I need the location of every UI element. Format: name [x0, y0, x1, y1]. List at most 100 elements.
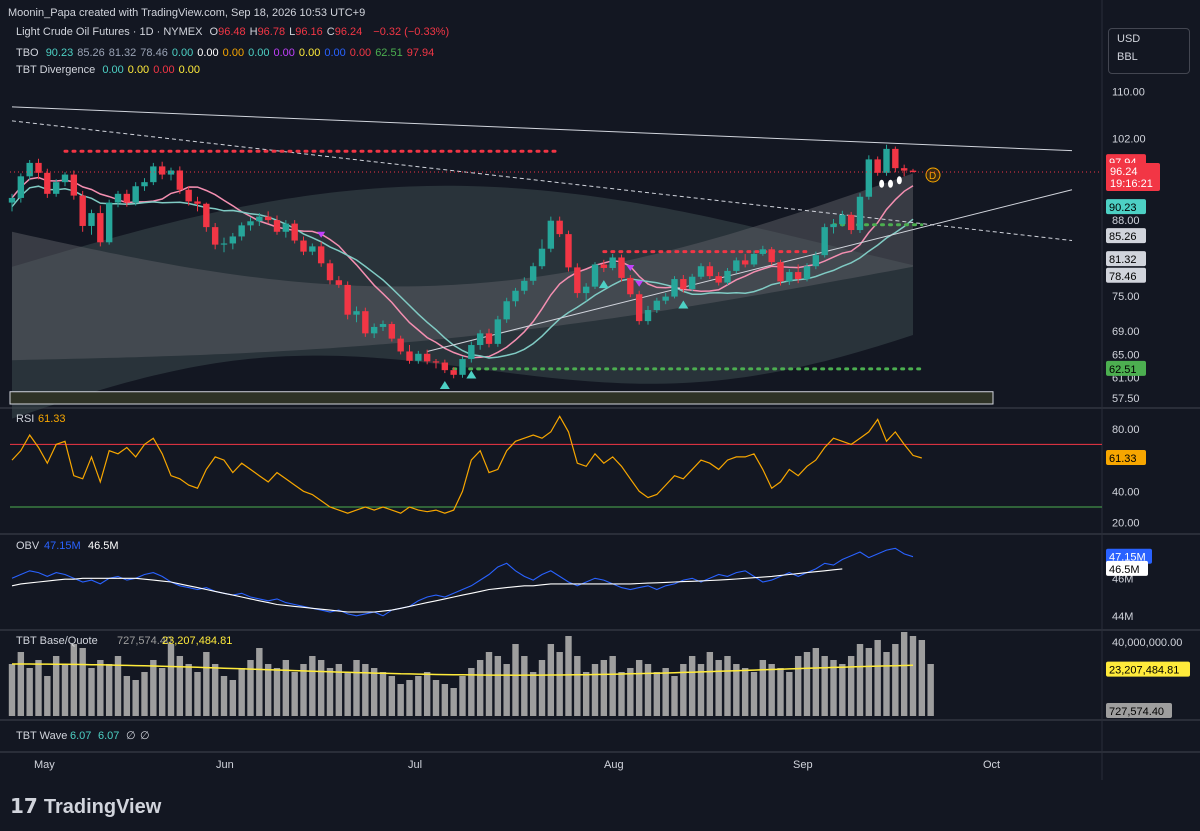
tbo-value-1: 85.26 — [77, 47, 105, 59]
volume-bar — [238, 668, 245, 716]
volume-bar — [556, 652, 563, 716]
candle-body — [794, 272, 802, 280]
volume-bar — [468, 668, 475, 716]
candle-body — [688, 276, 696, 289]
candle-body — [476, 333, 484, 346]
volume-bar — [609, 656, 616, 716]
volume-bar — [141, 672, 148, 716]
ohlc-H: H96.78 — [249, 26, 286, 38]
volume-bar — [167, 644, 175, 716]
candle-body — [132, 186, 139, 203]
volume-bar — [44, 676, 51, 716]
volume-bar — [909, 636, 917, 716]
candle-body — [697, 266, 705, 277]
rsi-tick: 80.00 — [1112, 424, 1140, 436]
tbo-value-6: 0.00 — [222, 47, 245, 59]
volume-bar — [741, 668, 749, 716]
price-tick: 102.00 — [1112, 133, 1146, 145]
candle-body — [706, 266, 714, 277]
signal-down-triangle — [626, 264, 635, 271]
volume-bar — [158, 668, 166, 716]
volume-bar — [26, 668, 33, 716]
volume-tick: 40,000,000.00 — [1112, 637, 1182, 649]
tbo-value-9: 0.00 — [298, 47, 321, 59]
candle-body — [123, 193, 131, 203]
candle-body — [238, 225, 245, 237]
volume-bar — [220, 676, 228, 716]
candle-body — [909, 170, 917, 173]
candle-body — [167, 170, 175, 175]
candle-body — [203, 203, 210, 228]
trendline-2 — [427, 189, 1073, 352]
candle-body — [35, 162, 42, 173]
volume-bar — [494, 656, 502, 716]
candle-body — [741, 260, 749, 265]
candle-body — [662, 296, 669, 301]
volume-bar — [379, 672, 387, 716]
candle-body — [344, 284, 351, 315]
wave-value-3: ∅ — [140, 730, 150, 742]
volume-bar — [591, 664, 599, 716]
candle-body — [388, 324, 396, 339]
volume-label-text: 727,574.40 — [1109, 706, 1164, 718]
volume-bar — [247, 660, 254, 716]
volume-bar — [229, 680, 237, 716]
pink-ma-line — [11, 176, 914, 359]
candle-body — [105, 202, 113, 243]
price-label-text: 62.51 — [1109, 364, 1137, 376]
symbol-legend: Light Crude Oil Futures · 1D · NYMEX O96… — [16, 26, 453, 38]
volume-bar — [441, 684, 449, 716]
candle-body — [256, 216, 263, 222]
exhaustion-dot — [896, 176, 902, 185]
rsi-line — [11, 415, 922, 514]
volume-bar — [79, 648, 86, 716]
candle-body — [211, 227, 219, 245]
volume-bar — [847, 656, 855, 716]
tbo-value-0: 90.23 — [45, 47, 74, 59]
volume-bar — [503, 664, 510, 716]
volume-ma-line — [12, 663, 914, 676]
tradingview-mark-icon: 𝟭𝟳 — [10, 796, 38, 818]
volume-bar — [768, 664, 775, 716]
price-tick: 88.00 — [1112, 215, 1140, 227]
candle-body — [220, 243, 228, 245]
logo-text: TradingView — [43, 796, 162, 818]
divergence-name: TBT Divergence — [16, 64, 96, 76]
price-label-text: 78.46 — [1109, 271, 1137, 283]
volume-bar — [309, 656, 316, 716]
unit-box[interactable]: USD BBL — [1108, 28, 1190, 74]
candle-body — [856, 196, 864, 231]
candle-body — [759, 249, 767, 254]
time-tick: Jun — [216, 759, 234, 771]
obv-ma-label-text: 46.5M — [1109, 564, 1140, 576]
volume-bar — [635, 660, 643, 716]
volume-bar — [733, 664, 740, 716]
candle-body — [715, 276, 722, 283]
candle-body — [79, 195, 86, 226]
candle-body — [459, 359, 466, 375]
candle-body — [538, 248, 546, 267]
candle-body — [353, 311, 360, 315]
tradingview-logo: 𝟭𝟳 TradingView — [10, 794, 161, 819]
time-tick: Aug — [604, 759, 624, 771]
candle-body — [70, 174, 78, 196]
candle-body — [644, 310, 652, 322]
candle-body — [556, 220, 563, 235]
tbo-value-10: 0.00 — [324, 47, 346, 59]
volume-bar — [423, 672, 431, 716]
ohlc-C: C96.24 — [326, 26, 363, 38]
divergence-legend: TBT Divergence 0.00 0.00 0.00 0.00 — [16, 64, 208, 76]
candle-body — [582, 286, 590, 294]
rsi-label-text: 61.33 — [1109, 453, 1137, 465]
candle-body — [485, 333, 493, 344]
volume-bar — [821, 656, 828, 716]
obv-tick: 46M — [1112, 573, 1133, 585]
tbo-value-4: 0.00 — [171, 47, 194, 59]
signal-up-triangle — [598, 280, 609, 289]
volume-bar — [388, 676, 396, 716]
volume-bar — [706, 652, 714, 716]
candle-body — [547, 220, 555, 249]
candle-body — [733, 260, 740, 271]
volume-bar — [432, 680, 440, 716]
